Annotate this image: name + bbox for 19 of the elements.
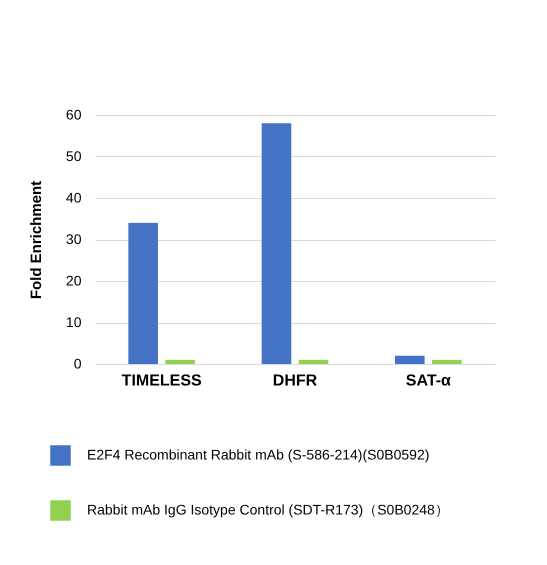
y-tick-label: 60 <box>66 106 82 122</box>
y-axis-title: Fold Enrichment <box>28 180 45 300</box>
y-tick-label: 40 <box>66 190 82 206</box>
y-tick-label: 20 <box>66 272 82 288</box>
bar <box>165 360 195 364</box>
legend-label: E2F4 Recombinant Rabbit mAb (S-586-214)(S0B0592) <box>87 446 430 462</box>
legend-label: Rabbit mAb IgG Isotype Control (SDT-R173)（S0B0248） <box>87 502 449 518</box>
x-tick-label: TIMELESS <box>122 372 202 390</box>
y-tick-label: 50 <box>66 148 82 164</box>
y-tick-label: 30 <box>66 231 82 247</box>
y-tick-label: 10 <box>66 314 82 330</box>
x-tick-label: SAT-α <box>406 372 452 390</box>
x-tick-label: DHFR <box>272 372 318 390</box>
y-tick-label: 0 <box>74 356 82 372</box>
bar <box>298 360 328 364</box>
bar <box>395 356 425 364</box>
bar <box>128 222 158 364</box>
bar <box>432 360 462 364</box>
bar <box>262 123 292 364</box>
